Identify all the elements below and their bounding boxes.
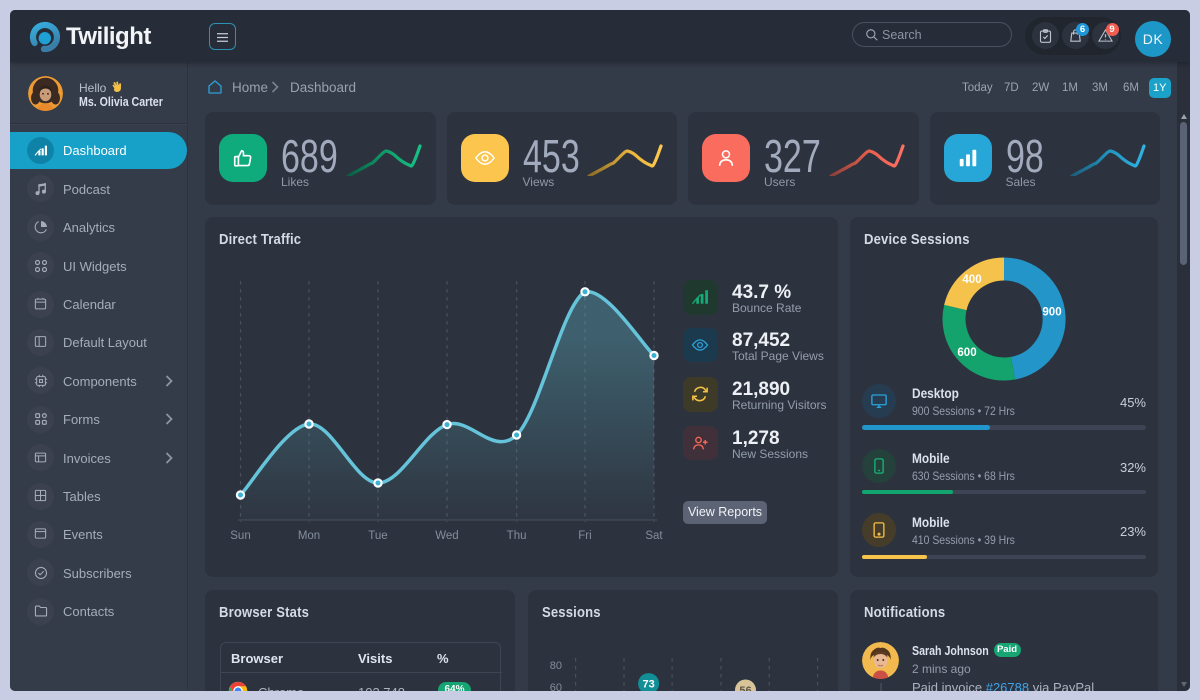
svg-text:56: 56 xyxy=(739,685,751,691)
svg-text:73: 73 xyxy=(642,679,654,691)
svg-text:Wed: Wed xyxy=(435,530,458,542)
svg-text:900: 900 xyxy=(1042,307,1061,319)
svg-text:600: 600 xyxy=(957,347,976,359)
svg-text:Mon: Mon xyxy=(298,530,320,542)
svg-text:60: 60 xyxy=(550,682,562,691)
svg-text:80: 80 xyxy=(550,660,562,672)
svg-text:Fri: Fri xyxy=(578,530,591,542)
svg-text:Sat: Sat xyxy=(645,530,663,542)
svg-text:Thu: Thu xyxy=(507,530,527,542)
svg-text:Sun: Sun xyxy=(230,530,250,542)
svg-text:400: 400 xyxy=(962,274,981,286)
svg-text:Tue: Tue xyxy=(368,530,387,542)
